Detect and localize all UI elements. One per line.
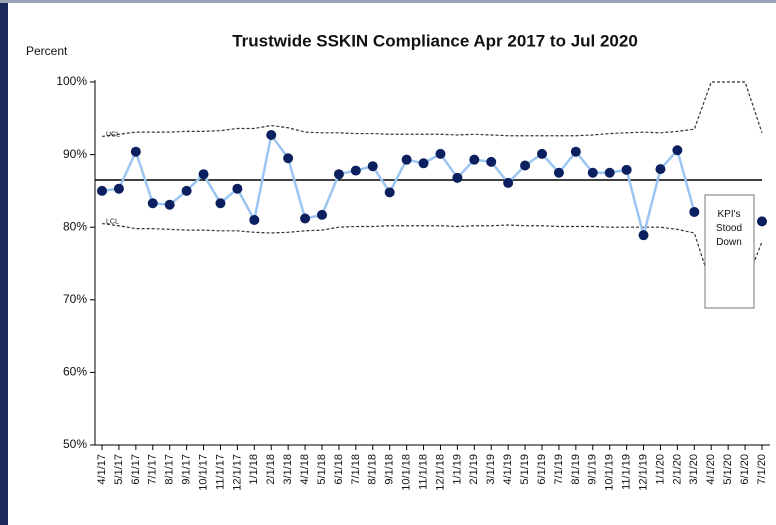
- annotation: KPI's Stood Down: [716, 209, 742, 248]
- x-tick-label: 4/1/19: [502, 454, 514, 485]
- data-point: [147, 198, 158, 209]
- data-point: [757, 216, 767, 227]
- data-point: [672, 145, 683, 156]
- control-limit-label: UCL: [106, 131, 120, 138]
- data-point: [655, 164, 666, 175]
- data-point: [300, 213, 311, 224]
- control-limit: [101, 81, 763, 138]
- data-point: [215, 198, 226, 209]
- data-point: [503, 177, 514, 188]
- y-tick-label: 60%: [63, 365, 87, 379]
- y-tick-label: 80%: [63, 219, 87, 233]
- x-tick-label: 5/1/20: [722, 454, 734, 485]
- control-limit: [101, 222, 763, 286]
- y-tick-label: 90%: [63, 147, 87, 161]
- data-point: [570, 146, 581, 157]
- x-tick-label: 8/1/18: [367, 454, 379, 485]
- x-tick-label: 8/1/17: [164, 454, 176, 485]
- data-point: [232, 183, 243, 194]
- data-point: [689, 206, 700, 217]
- data-point: [249, 214, 260, 225]
- top-frame: [0, 0, 776, 3]
- x-tick-label: 5/1/18: [316, 454, 328, 485]
- data-point: [587, 167, 598, 178]
- data-point: [384, 187, 395, 198]
- data-point: [113, 183, 124, 194]
- data-point: [469, 154, 480, 165]
- x-tick-label: 4/1/18: [299, 454, 311, 485]
- x-tick-label: 1/1/18: [248, 454, 260, 485]
- x-tick-label: 7/1/19: [553, 454, 565, 485]
- y-tick-label: 100%: [56, 74, 87, 88]
- data-point: [621, 164, 632, 175]
- x-tick-label: 3/1/20: [688, 454, 700, 485]
- x-tick-label: 12/1/19: [637, 454, 649, 491]
- data-point: [181, 185, 192, 196]
- x-tick-label: 12/1/18: [434, 454, 446, 491]
- x-tick-label: 6/1/18: [333, 454, 345, 485]
- x-tick-label: 1/1/19: [451, 454, 463, 485]
- x-tick-label: 11/1/19: [621, 454, 633, 490]
- data-point: [520, 160, 531, 171]
- y-axis-label: Percent: [26, 44, 68, 58]
- data-point: [350, 165, 361, 176]
- x-tick-label: 6/1/20: [739, 454, 751, 485]
- x-tick-label: 2/1/18: [265, 454, 277, 485]
- data-point: [401, 154, 412, 165]
- data-point: [638, 230, 649, 241]
- data-point: [283, 153, 294, 164]
- data-point: [486, 156, 497, 167]
- control-limit-label: LCL: [106, 218, 119, 225]
- data-point: [418, 158, 429, 169]
- x-tick-label: 7/1/17: [147, 454, 159, 485]
- x-tick-label: 10/1/17: [197, 454, 209, 491]
- y-tick-label: 70%: [63, 292, 87, 306]
- x-tick-label: 11/1/17: [214, 454, 226, 490]
- x-tick-label: 10/1/19: [604, 454, 616, 491]
- x-tick-label: 11/1/18: [417, 454, 429, 490]
- left-frame: [0, 0, 8, 525]
- x-tick-label: 8/1/19: [570, 454, 582, 485]
- x-tick-label: 2/1/19: [468, 454, 480, 485]
- x-tick-label: 5/1/17: [113, 454, 125, 485]
- chart-title: Trustwide SSKIN Compliance Apr 2017 to J…: [232, 31, 638, 50]
- data-point: [317, 209, 327, 220]
- x-tick-label: 2/1/20: [671, 454, 683, 485]
- x-tick-label: 9/1/19: [587, 454, 599, 485]
- data-point: [367, 161, 378, 172]
- x-tick-label: 6/1/17: [130, 454, 142, 485]
- data-point: [164, 199, 175, 210]
- x-tick-label: 7/1/20: [756, 454, 768, 485]
- data-point: [130, 146, 141, 157]
- data-point: [604, 167, 615, 178]
- data-point: [553, 167, 564, 178]
- x-tick-label: 5/1/19: [519, 454, 531, 485]
- annotation-box: [704, 194, 755, 309]
- data-point: [97, 185, 107, 196]
- x-tick-label: 4/1/17: [96, 454, 108, 485]
- data-point: [435, 148, 446, 159]
- x-tick-label: 7/1/18: [350, 454, 362, 485]
- x-tick-label: 9/1/18: [384, 454, 396, 485]
- data-point: [452, 172, 463, 183]
- data-point: [333, 169, 344, 180]
- x-tick-label: 1/1/20: [654, 454, 666, 485]
- x-tick-label: 10/1/18: [401, 454, 413, 491]
- x-tick-label: 9/1/17: [181, 454, 193, 485]
- x-tick-label: 3/1/19: [485, 454, 497, 485]
- data-point: [198, 169, 209, 180]
- x-tick-label: 3/1/18: [282, 454, 294, 485]
- data-point: [266, 129, 277, 140]
- y-tick-label: 50%: [63, 437, 87, 451]
- x-tick-label: 4/1/20: [705, 454, 717, 485]
- x-tick-label: 6/1/19: [536, 454, 548, 485]
- data-point: [537, 148, 547, 159]
- x-tick-label: 12/1/17: [231, 454, 243, 491]
